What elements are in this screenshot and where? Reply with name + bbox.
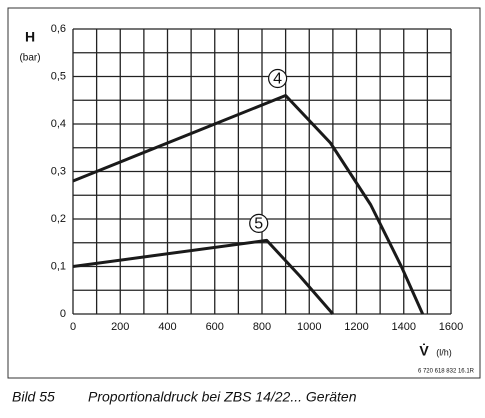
y-tick-label: 0,2 [51,213,66,225]
x-tick-label: 1600 [439,321,463,333]
caption-number: Bild 55 [12,389,55,405]
x-tick-label: 1400 [392,321,416,333]
x-tick-label: 600 [206,321,224,333]
frame [7,7,481,379]
legend-label: 4 [273,71,282,88]
y-label: H [25,29,35,45]
y-tick-label: 0,6 [51,23,66,35]
x-tick-label: 200 [111,321,129,333]
caption: Proportionaldruck bei ZBS 14/22... Gerät… [88,389,357,405]
y-tick-label: 0,3 [51,165,66,177]
line [72,94,425,315]
y-unit: (bar) [19,53,40,64]
x-tick-label: 0 [70,321,76,333]
x-tick-label: 400 [158,321,176,333]
x-unit: (l/h) [436,347,452,357]
legend-label: 5 [254,216,263,233]
line [72,238,335,315]
legend-marker [249,213,269,233]
x-tick-label: 1000 [297,321,321,333]
x-label: V̇ [419,343,429,359]
x-tick-label: 1200 [344,321,368,333]
y-tick-label: 0,1 [51,260,66,272]
x-tick-label: 800 [253,321,271,333]
legend-marker [268,68,288,89]
y-tick-label: 0,4 [51,118,66,130]
y-tick-label: 0,5 [51,70,66,82]
figure-code: 6 720 618 832 16.1R [418,369,475,375]
y-tick-label: 0 [60,308,66,320]
